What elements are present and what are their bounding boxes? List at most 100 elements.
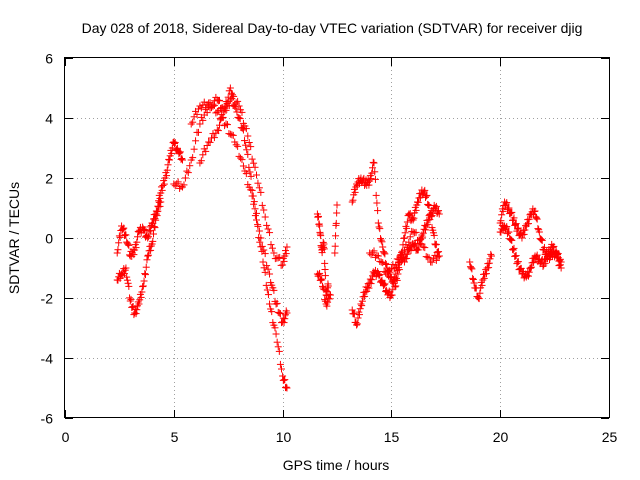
axis-ticks (65, 58, 610, 419)
data-point (276, 253, 284, 261)
data-point (141, 226, 149, 234)
data-point (174, 178, 182, 186)
data-point (333, 209, 341, 217)
data-point (250, 200, 258, 208)
data-point (480, 274, 488, 282)
data-point (144, 252, 152, 260)
data-point (260, 206, 268, 214)
data-point (374, 270, 382, 278)
data-point (264, 291, 272, 299)
data-point (540, 243, 548, 251)
data-point (510, 214, 518, 222)
data-point (192, 137, 200, 145)
data-point (508, 208, 516, 216)
data-point (203, 142, 211, 149)
data-point (178, 155, 186, 162)
data-point (521, 226, 529, 234)
data-point (389, 285, 397, 293)
data-point (538, 257, 546, 265)
data-point (511, 221, 519, 228)
data-point (353, 321, 361, 329)
data-point (259, 258, 267, 266)
data-point (514, 224, 522, 232)
data-point (435, 252, 443, 260)
data-point (509, 246, 517, 254)
data-point (374, 219, 382, 227)
data-point (261, 250, 269, 258)
data-point (409, 216, 417, 224)
data-point (323, 302, 331, 310)
data-point (215, 121, 223, 129)
data-point (367, 280, 375, 288)
data-point (524, 272, 532, 280)
data-point (538, 236, 546, 244)
x-tick-label: 0 (62, 429, 70, 445)
data-point (532, 214, 540, 222)
data-point (268, 308, 276, 316)
data-point (478, 281, 486, 289)
data-point (126, 294, 134, 302)
data-point (321, 266, 329, 273)
data-point (435, 207, 443, 215)
data-point (125, 241, 133, 249)
data-point (406, 210, 414, 218)
data-point (540, 261, 548, 269)
data-point (282, 311, 290, 319)
data-point (168, 149, 176, 157)
data-point (533, 215, 541, 223)
data-point (215, 96, 223, 104)
data-point (326, 291, 334, 299)
data-point (139, 282, 147, 290)
data-point (379, 243, 387, 251)
data-point (546, 251, 554, 259)
data-point (395, 258, 403, 266)
data-point (373, 199, 381, 207)
data-point (416, 236, 424, 244)
data-point (242, 170, 250, 178)
data-point (210, 134, 218, 142)
data-point (520, 230, 528, 238)
data-point (144, 234, 152, 242)
data-point (482, 270, 490, 278)
data-point (270, 286, 278, 294)
data-point (278, 365, 286, 373)
data-point (258, 242, 266, 250)
data-point (223, 121, 231, 129)
data-point (203, 109, 211, 117)
data-point (355, 311, 363, 319)
data-point (238, 108, 246, 116)
data-point (401, 229, 409, 237)
data-point (505, 204, 513, 212)
data-point (369, 158, 377, 166)
y-tick-label: -2 (41, 291, 54, 307)
data-point (144, 233, 152, 241)
data-point (382, 261, 390, 268)
data-point (150, 223, 158, 231)
data-point (537, 235, 545, 243)
data-point (132, 244, 140, 252)
data-point (245, 139, 253, 146)
data-point (252, 171, 260, 179)
data-point (228, 131, 236, 139)
data-point (377, 235, 385, 243)
data-point (368, 276, 376, 284)
data-point (400, 234, 408, 242)
data-point (258, 201, 266, 209)
data-point (390, 279, 398, 287)
data-point (371, 175, 379, 183)
data-point (263, 262, 271, 270)
data-point (118, 226, 126, 234)
data-point (331, 242, 339, 250)
data-point (210, 101, 218, 109)
data-point (187, 120, 195, 128)
data-point (497, 217, 505, 225)
data-point (171, 139, 179, 147)
data-point (142, 263, 150, 271)
data-point (282, 383, 290, 391)
data-point (274, 343, 282, 351)
data-point (213, 126, 221, 134)
data-point (503, 223, 511, 231)
data-point (412, 206, 420, 214)
x-tick-label: 20 (493, 429, 509, 445)
